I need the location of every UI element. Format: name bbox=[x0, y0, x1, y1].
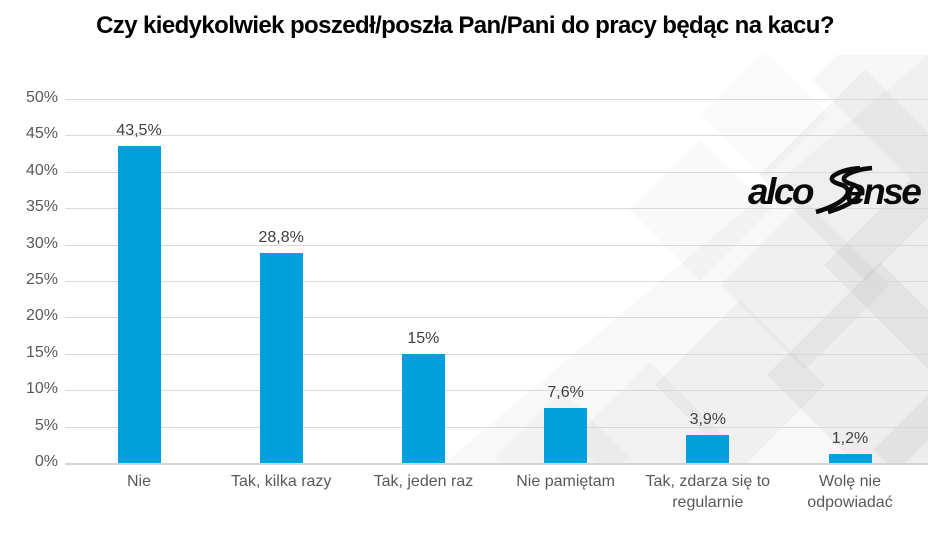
y-tick-label: 20% bbox=[25, 307, 58, 325]
y-tick-label: 10% bbox=[25, 380, 58, 398]
category-label: Wolę nie odpowiadać bbox=[807, 473, 893, 511]
logo-text-left: alco bbox=[748, 171, 814, 212]
y-tick-label: 5% bbox=[34, 416, 58, 434]
bar bbox=[259, 253, 303, 463]
gridline bbox=[65, 390, 928, 392]
bar-value-label: 7,6% bbox=[547, 383, 584, 401]
gridline bbox=[65, 426, 928, 428]
bar-value-label: 15% bbox=[407, 329, 440, 347]
category-label: Tak, kilka razy bbox=[230, 473, 332, 490]
y-tick-label: 45% bbox=[25, 125, 58, 143]
bar bbox=[828, 454, 872, 463]
category-label: Tak, zdarza się to regularnie bbox=[645, 473, 771, 511]
logo-swoosh-s bbox=[815, 165, 873, 215]
category-label: Nie bbox=[126, 473, 151, 490]
logo-text-right: ense bbox=[845, 171, 921, 212]
gridline bbox=[65, 135, 928, 137]
y-tick-label: 35% bbox=[25, 198, 58, 216]
bar-value-label: 28,8% bbox=[258, 229, 304, 247]
background-pattern bbox=[65, 55, 928, 463]
category-label: Tak, jeden raz bbox=[373, 473, 474, 490]
gridline bbox=[65, 171, 928, 173]
y-tick-label: 30% bbox=[25, 234, 58, 252]
gridline bbox=[65, 281, 928, 282]
gridline bbox=[65, 317, 928, 319]
y-tick-label: 15% bbox=[25, 343, 58, 361]
alcosense-logo-graphic: alco ense bbox=[748, 165, 924, 215]
gridline bbox=[65, 244, 928, 246]
bar bbox=[117, 146, 161, 463]
y-tick-label: 0% bbox=[34, 453, 58, 470]
bar-value-label: 1,2% bbox=[831, 430, 869, 448]
bar-value-label: 3,9% bbox=[689, 410, 727, 428]
gridline bbox=[65, 99, 928, 100]
x-axis-line bbox=[65, 462, 928, 465]
gridline bbox=[65, 353, 928, 355]
y-tick-label: 50% bbox=[25, 89, 58, 106]
bar bbox=[686, 434, 730, 463]
gridline bbox=[65, 208, 928, 210]
y-tick-label: 25% bbox=[25, 271, 58, 288]
bar bbox=[544, 407, 588, 463]
chart-title: Czy kiedykolwiek poszedł/poszła Pan/Pani… bbox=[96, 12, 834, 39]
category-label: Nie pamiętam bbox=[516, 473, 615, 490]
bar-value-label: 43,5% bbox=[116, 122, 162, 140]
bar bbox=[401, 353, 445, 463]
alcosense-logo: alco ense bbox=[748, 164, 926, 216]
y-tick-label: 40% bbox=[25, 161, 58, 179]
